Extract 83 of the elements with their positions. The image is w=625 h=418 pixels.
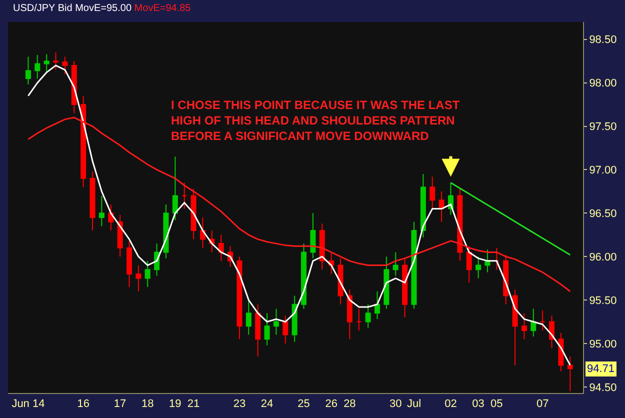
- candlestick: [126, 240, 132, 288]
- candlestick: [182, 182, 188, 210]
- candlestick: [108, 204, 114, 232]
- chart-title: USD/JPY Bid: [13, 3, 72, 14]
- candlestick: [292, 295, 298, 342]
- candlestick: [365, 304, 371, 328]
- y-tick-label: 98.00: [589, 78, 617, 90]
- x-tick-label: 21: [187, 398, 200, 410]
- candlestick: [246, 300, 252, 336]
- candlestick: [172, 156, 178, 221]
- candlestick: [374, 290, 380, 320]
- y-tick-label: 96.50: [589, 208, 617, 220]
- x-tick-label: Jul: [406, 398, 422, 410]
- candlestick: [190, 188, 196, 240]
- candlestick: [136, 264, 142, 292]
- candlestick: [392, 252, 398, 276]
- x-tick-label: 16: [77, 398, 90, 410]
- candlestick: [512, 289, 518, 366]
- candlestick: [411, 221, 417, 310]
- x-tick-label: 28: [344, 398, 356, 410]
- candlestick: [430, 176, 436, 210]
- candlestick: [264, 312, 270, 346]
- candlestick: [98, 195, 104, 227]
- candlestick: [346, 289, 352, 340]
- y-tick-label: 95.00: [589, 338, 617, 350]
- candlestick: [384, 256, 390, 310]
- x-tick-label: 23: [233, 398, 246, 410]
- candlestick: [402, 258, 408, 318]
- candlestick: [530, 308, 536, 338]
- candlestick: [80, 95, 86, 188]
- candlestick: [420, 174, 426, 238]
- candlestick: [236, 256, 242, 340]
- x-tick-label: Jun 14: [12, 398, 45, 410]
- candlestick: [200, 216, 206, 248]
- y-tick-label: 97.50: [589, 121, 617, 134]
- candlestick: [438, 190, 444, 222]
- y-tick-label: 96.00: [589, 251, 617, 264]
- candlestick: [521, 312, 527, 340]
- text: MovE=94.85: [134, 3, 192, 14]
- text: MovE=95.00: [75, 3, 132, 14]
- line-series: [27, 116, 571, 292]
- candlestick: [301, 243, 307, 310]
- candlestick: [34, 54, 40, 79]
- x-tick-label: 17: [114, 398, 126, 410]
- x-tick-label: 03: [472, 398, 484, 410]
- candlestick: [540, 310, 546, 331]
- x-tick-label: 02: [444, 398, 457, 410]
- candlestick: [53, 52, 59, 70]
- x-tick-label: 25: [298, 398, 310, 410]
- candlestick: [356, 308, 362, 331]
- candlestick: [117, 214, 123, 258]
- candlestick: [476, 256, 482, 279]
- candlestick: [310, 212, 316, 259]
- candlestick: [62, 56, 68, 75]
- candlestick: [484, 249, 490, 273]
- x-tick-label: 30: [389, 398, 402, 410]
- candlestick: [338, 258, 344, 305]
- candlestick: [25, 56, 31, 86]
- y-tick-label: 98.50: [589, 34, 617, 46]
- y-tick-label: 95.50: [589, 294, 617, 307]
- candlestick: [273, 308, 279, 336]
- y-tick-label: 97.00: [589, 164, 617, 177]
- x-tick-label: 18: [141, 398, 154, 410]
- y-tick-label: 94.50: [589, 382, 617, 394]
- candlestick: [319, 223, 325, 270]
- candlestick: [90, 170, 96, 232]
- x-tick-label: 26: [325, 398, 338, 410]
- candlestick: [144, 260, 150, 288]
- candlestick: [218, 234, 224, 262]
- text: 94.71: [587, 363, 615, 375]
- annotation: I CHOSE THIS POINT BECAUSE IT WAS THE LAST HIGH OF THIS HEAD AND SHOULDERS PATTERN BEFORE A SIGNIFICANT MOVE DOWNWARD: [171, 98, 460, 144]
- x-tick-label: 07: [536, 398, 549, 410]
- candlestick: [282, 315, 288, 344]
- x-tick-label: 19: [169, 398, 182, 410]
- line-series: [27, 64, 571, 366]
- candlestick: [494, 247, 500, 270]
- candlestick: [466, 246, 472, 284]
- x-tick-label: 05: [490, 398, 503, 410]
- candlestick: [255, 304, 261, 358]
- candlestick: [567, 356, 573, 392]
- candlestick: [44, 54, 50, 73]
- candlestick: [457, 188, 463, 262]
- x-tick-label: 24: [260, 398, 274, 410]
